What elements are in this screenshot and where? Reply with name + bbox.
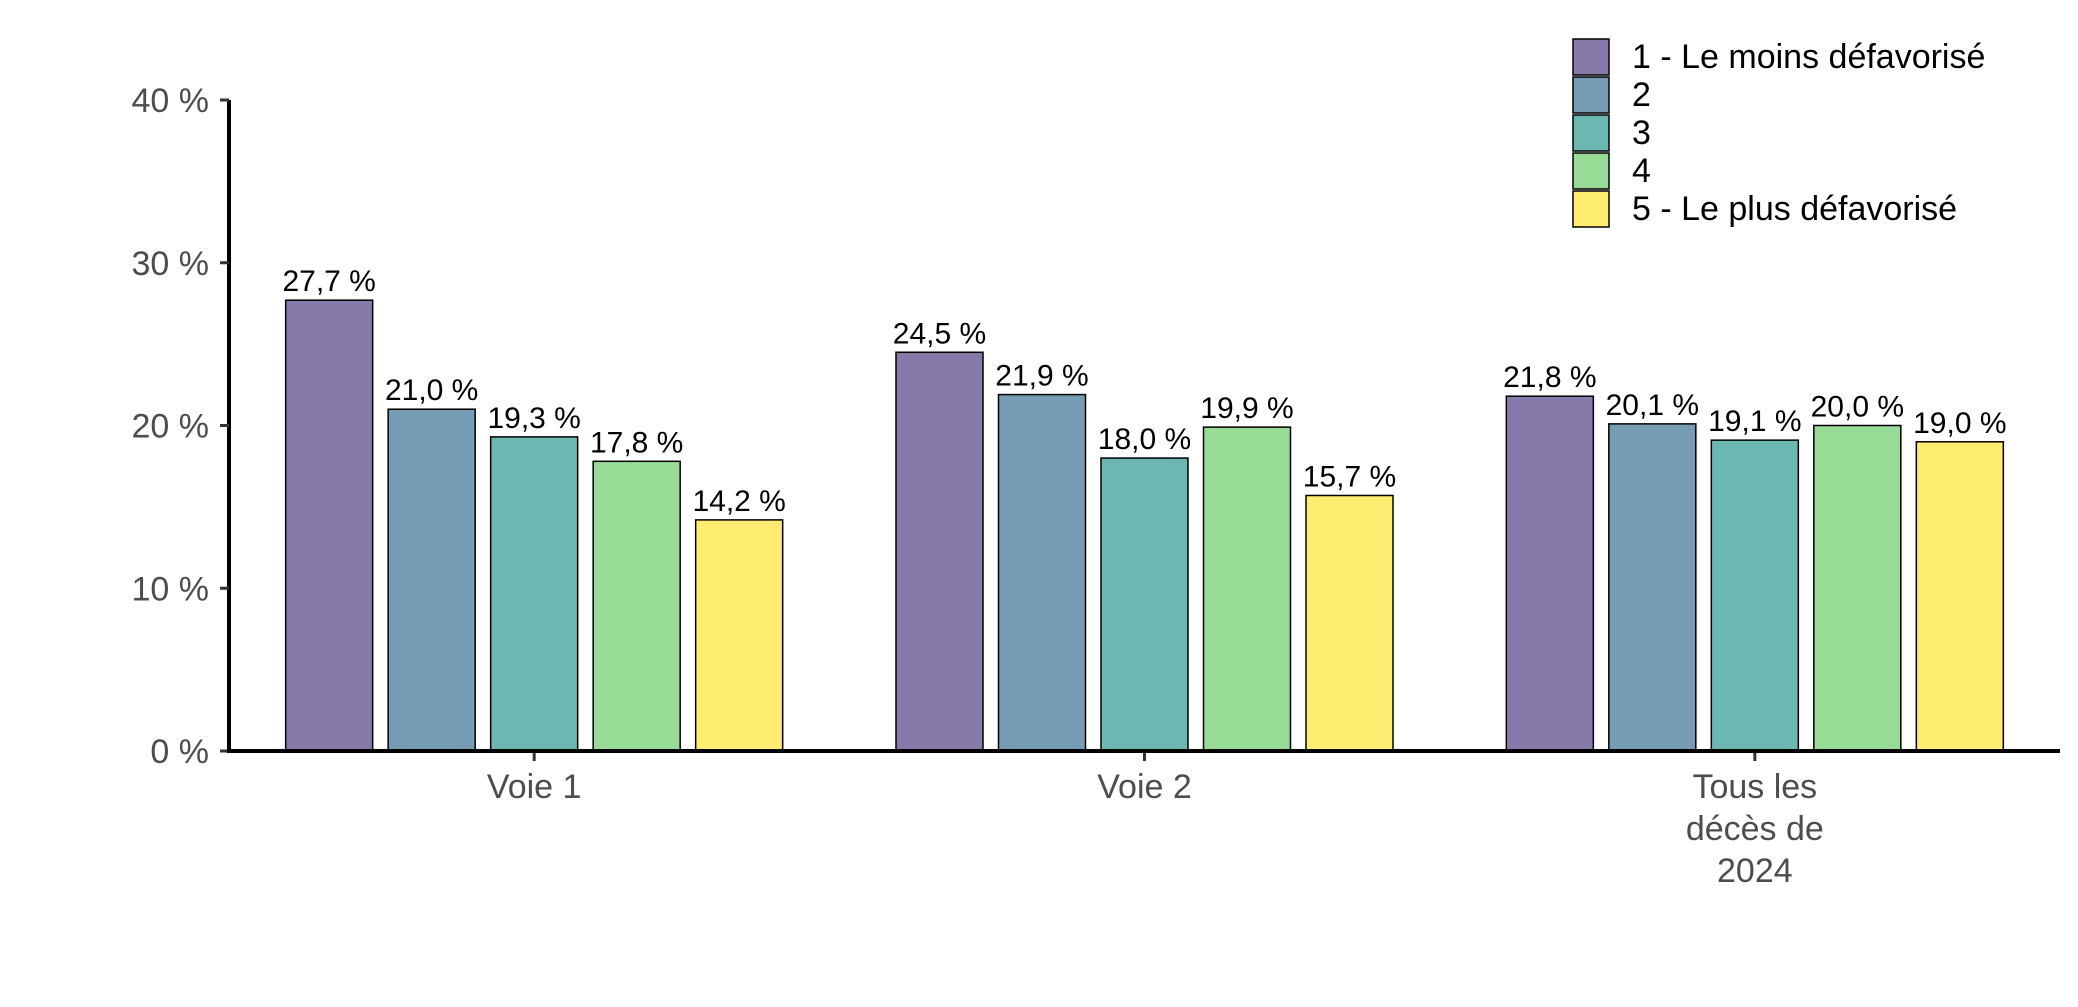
legend-label: 2 (1632, 76, 1651, 114)
bar-value-label: 14,2 % (692, 485, 785, 518)
bar (1202, 426, 1292, 752)
legend-swatch (1572, 38, 1610, 76)
bar-value-label: 21,0 % (385, 374, 478, 407)
legend-label: 4 (1632, 152, 1651, 190)
y-tick-label: 20 % (132, 408, 210, 446)
bar (694, 519, 784, 752)
legend-label: 5 - Le plus défavorisé (1632, 190, 1957, 228)
bar (1915, 441, 2005, 752)
legend-label: 1 - Le moins défavorisé (1632, 38, 1985, 76)
bar-value-label: 19,0 % (1913, 407, 2006, 440)
bar (592, 460, 681, 752)
legend-swatch (1572, 76, 1610, 114)
bar (284, 299, 374, 752)
bar-value-label: 18,0 % (1098, 423, 1191, 456)
legend-label: 3 (1632, 114, 1651, 152)
x-category-label: Voie 2 (1097, 768, 1192, 806)
bar (1813, 424, 1902, 752)
y-tick-label: 10 % (132, 570, 210, 608)
y-tick-label: 0 % (150, 733, 209, 771)
bar-value-label: 15,7 % (1303, 460, 1396, 493)
bar-value-label: 20,0 % (1811, 391, 1904, 424)
legend-swatch (1572, 114, 1610, 152)
legend-swatch (1572, 152, 1610, 190)
bar (1710, 439, 1800, 752)
x-category-label: Tous les (1692, 768, 1817, 806)
x-category-label: Voie 1 (487, 768, 582, 806)
bar-value-label: 19,3 % (487, 402, 580, 435)
x-category-label: 2024 (1717, 852, 1793, 890)
bar-value-label: 19,9 % (1200, 392, 1293, 425)
data-labels-layer: 27,7 % 21,0 % 19,3 % 17,8 % 14,2 % 24,5 % 21,9… (282, 265, 2006, 518)
y-tick-label: 30 % (132, 245, 210, 283)
bar (489, 436, 579, 752)
bar (1100, 457, 1189, 752)
bar-value-label: 17,8 % (590, 426, 683, 459)
x-axis: Voie 1 Voie 2 Tous les décès de 2024 (227, 749, 2060, 890)
y-tick-label: 40 % (132, 82, 210, 120)
bar-value-label: 24,5 % (893, 317, 986, 350)
bars-layer (284, 299, 2005, 752)
bar (895, 351, 984, 752)
bar (1608, 423, 1697, 752)
bar-value-label: 19,1 % (1708, 405, 1801, 438)
bar (387, 408, 476, 752)
legend-swatch (1572, 190, 1610, 228)
bar (997, 393, 1087, 752)
bar-value-label: 27,7 % (282, 265, 375, 298)
bar-value-label: 20,1 % (1606, 389, 1699, 422)
bar (1505, 395, 1595, 752)
bar (1305, 494, 1394, 752)
x-category-label: décès de (1686, 810, 1824, 848)
bar-value-label: 21,8 % (1503, 361, 1596, 394)
y-axis: 0 % 10 % 20 % 30 % 40 % (132, 82, 231, 771)
bar-value-label: 21,9 % (995, 360, 1088, 393)
